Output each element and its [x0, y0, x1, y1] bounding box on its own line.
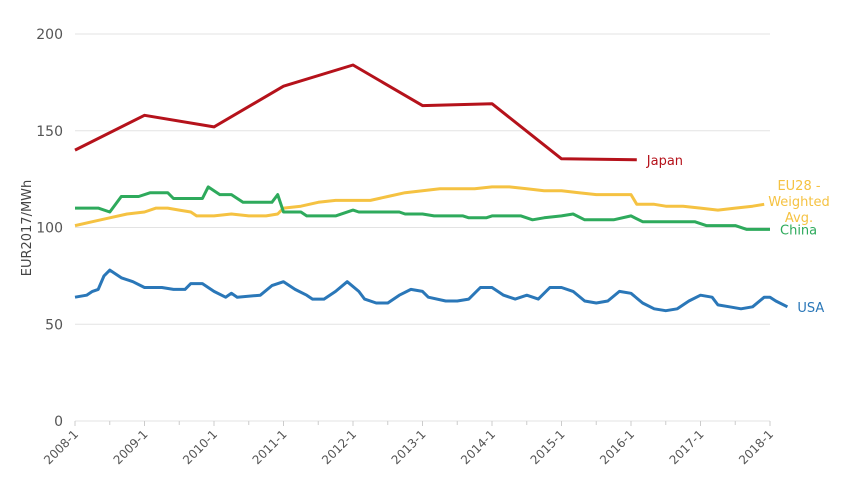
y-axis: 0 50 100 150 200 — [36, 27, 63, 430]
x-tick-label: 2013-1 — [389, 427, 429, 467]
x-tick-label: 2008-1 — [41, 427, 81, 467]
y-tick-label: 0 — [54, 414, 63, 430]
gridlines — [75, 33, 770, 422]
x-tick-label: 2009-1 — [111, 427, 151, 467]
series-lines — [74, 63, 789, 313]
x-tick-label: 2010-1 — [180, 427, 220, 467]
x-axis: 2008-1 2009-1 2010-1 2011-1 2012-1 2013-1 2014… — [41, 421, 776, 467]
series-labels: Japan EU28 -Weighted Avg.China USA — [646, 154, 830, 316]
y-axis-label: EUR2017/MWh — [20, 180, 35, 277]
x-tick-label: 2017-1 — [667, 427, 707, 467]
series-line-china — [75, 185, 770, 231]
series-label: China — [780, 223, 817, 238]
series-label: USA — [797, 301, 824, 316]
y-tick-label: 200 — [36, 27, 63, 43]
x-tick-label: 2016-1 — [597, 427, 637, 467]
x-tick-label: 2012-1 — [319, 427, 359, 467]
series-line-japan — [74, 63, 637, 162]
y-tick-label: 150 — [36, 124, 63, 140]
y-tick-label: 100 — [36, 221, 63, 237]
x-tick-label: 2018-1 — [736, 427, 776, 467]
series-label: Japan — [646, 154, 683, 169]
x-tick-label: 2014-1 — [458, 427, 498, 467]
x-tick-label: 2015-1 — [528, 427, 568, 467]
series-line-eu28 — [74, 185, 765, 228]
x-tick-label: 2011-1 — [250, 427, 290, 467]
series-line-usa — [74, 268, 789, 313]
y-tick-label: 50 — [45, 317, 63, 333]
series-label: EU28 -Weighted Avg. — [768, 179, 830, 226]
